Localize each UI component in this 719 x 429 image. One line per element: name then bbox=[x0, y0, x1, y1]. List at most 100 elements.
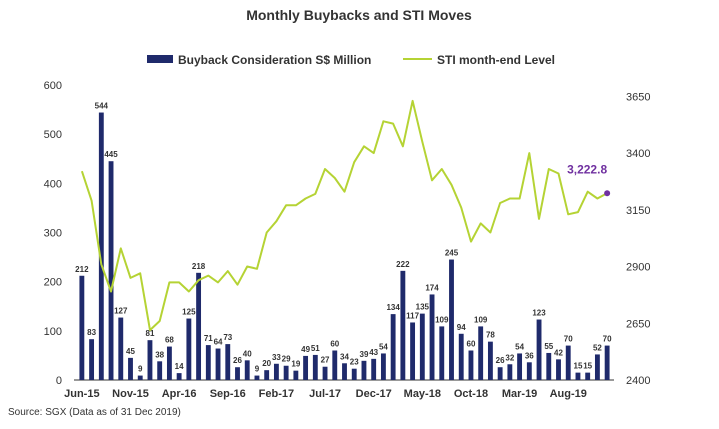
bar-value-label: 34 bbox=[340, 352, 349, 361]
x-tick-label: Dec-17 bbox=[356, 388, 392, 400]
bar-value-label: 94 bbox=[457, 323, 466, 332]
buyback-bar bbox=[439, 326, 445, 380]
bar-value-label: 123 bbox=[532, 309, 546, 318]
bar-value-label: 81 bbox=[146, 329, 155, 338]
buyback-bar bbox=[312, 354, 318, 380]
buyback-bar bbox=[371, 358, 377, 380]
legend-bar-label: Buyback Consideration S$ Million bbox=[178, 53, 371, 67]
bar-value-label: 125 bbox=[182, 308, 196, 317]
bar-value-label: 54 bbox=[379, 342, 388, 351]
bar-value-label: 38 bbox=[155, 350, 164, 359]
buyback-bar bbox=[594, 354, 600, 380]
buyback-bar bbox=[176, 373, 182, 380]
bar-value-label: 9 bbox=[138, 365, 143, 374]
bar-value-label: 15 bbox=[574, 362, 583, 371]
buyback-bar bbox=[575, 372, 581, 380]
left-tick-label: 0 bbox=[56, 375, 62, 387]
bar-value-label: 71 bbox=[204, 334, 213, 343]
buyback-bar bbox=[380, 353, 386, 380]
left-axis: 0 100 200 300 400 500 600 bbox=[44, 80, 62, 387]
legend-line-label: STI month-end Level bbox=[437, 53, 555, 67]
bar-value-label: 45 bbox=[126, 347, 135, 356]
bar-value-label: 19 bbox=[291, 360, 300, 369]
bar-value-label: 117 bbox=[406, 311, 419, 320]
bar-value-label: 174 bbox=[425, 283, 439, 292]
sti-last-point bbox=[604, 190, 611, 197]
bar-value-label: 49 bbox=[301, 345, 310, 354]
buyback-bar bbox=[458, 333, 464, 380]
bar-value-label: 135 bbox=[416, 303, 430, 312]
bar-value-label: 27 bbox=[321, 356, 330, 365]
bar-value-label: 222 bbox=[396, 260, 410, 269]
x-tick-label: Oct-18 bbox=[454, 388, 488, 400]
buyback-bar bbox=[400, 270, 406, 380]
bar-value-label: 51 bbox=[311, 344, 320, 353]
line-series: 3,222.8 bbox=[80, 99, 611, 332]
sti-line bbox=[80, 99, 608, 332]
buyback-bar bbox=[565, 345, 571, 380]
bar-value-label: 43 bbox=[369, 348, 378, 357]
left-tick-label: 500 bbox=[44, 129, 62, 141]
bar-value-label: 78 bbox=[486, 331, 495, 340]
buyback-bar bbox=[497, 367, 503, 380]
bar-value-label: 40 bbox=[243, 349, 252, 358]
buyback-bar bbox=[128, 357, 133, 380]
bar-value-label: 15 bbox=[583, 362, 592, 371]
buyback-bar bbox=[361, 360, 367, 380]
x-tick-label: Mar-19 bbox=[502, 388, 537, 400]
buyback-bar bbox=[536, 319, 542, 380]
buyback-bar bbox=[303, 355, 309, 380]
buyback-bar bbox=[79, 275, 85, 380]
buyback-bar bbox=[556, 359, 561, 380]
buyback-bar bbox=[98, 112, 104, 381]
buyback-bar bbox=[604, 345, 610, 380]
buyback-bar bbox=[526, 362, 532, 380]
buyback-bar bbox=[478, 326, 484, 380]
bar-value-label: 60 bbox=[330, 340, 339, 349]
buyback-bar bbox=[517, 353, 523, 380]
bar-value-label: 42 bbox=[554, 348, 563, 357]
bar-value-label: 26 bbox=[233, 356, 242, 365]
buyback-bar bbox=[585, 372, 591, 380]
buyback-bar bbox=[166, 346, 172, 380]
buyback-bar bbox=[410, 322, 416, 380]
bar-value-label: 54 bbox=[515, 342, 524, 351]
bar-value-label: 52 bbox=[593, 343, 602, 352]
buyback-bar bbox=[283, 365, 289, 380]
buyback-bar bbox=[244, 360, 250, 380]
buyback-bar bbox=[468, 350, 474, 380]
left-tick-label: 200 bbox=[44, 277, 62, 289]
bar-value-label: 64 bbox=[214, 338, 223, 347]
bar-value-label: 26 bbox=[496, 356, 505, 365]
bar-value-label: 212 bbox=[75, 265, 89, 274]
buyback-bar bbox=[429, 294, 435, 380]
x-tick-label: May-18 bbox=[404, 388, 441, 400]
buyback-bar bbox=[351, 368, 357, 380]
buyback-bar bbox=[507, 364, 513, 380]
right-tick-label: 3650 bbox=[626, 91, 650, 103]
bar-value-label: 127 bbox=[114, 307, 128, 316]
buyback-bar bbox=[118, 317, 124, 380]
buyback-bar bbox=[293, 370, 299, 380]
right-tick-label: 3150 bbox=[626, 205, 650, 217]
bar-value-label: 83 bbox=[87, 328, 96, 337]
bar-value-label: 29 bbox=[282, 355, 291, 364]
buyback-bar bbox=[196, 272, 202, 380]
buyback-bar bbox=[332, 350, 338, 380]
left-tick-label: 600 bbox=[44, 80, 62, 92]
buyback-bar bbox=[235, 367, 240, 380]
bar-value-label: 60 bbox=[467, 340, 476, 349]
chart-title: Monthly Buybacks and STI Moves bbox=[246, 7, 472, 23]
bar-value-label: 20 bbox=[262, 359, 271, 368]
left-tick-label: 300 bbox=[44, 228, 62, 240]
buyback-bar bbox=[157, 361, 163, 380]
buyback-bar bbox=[205, 345, 211, 380]
buyback-bar bbox=[137, 375, 143, 380]
buyback-bar bbox=[273, 363, 279, 380]
buyback-bar bbox=[449, 259, 454, 380]
bar-value-label: 23 bbox=[350, 358, 359, 367]
buyback-bar bbox=[342, 363, 347, 380]
bar-value-label: 9 bbox=[255, 365, 260, 374]
buyback-bar bbox=[225, 344, 231, 380]
